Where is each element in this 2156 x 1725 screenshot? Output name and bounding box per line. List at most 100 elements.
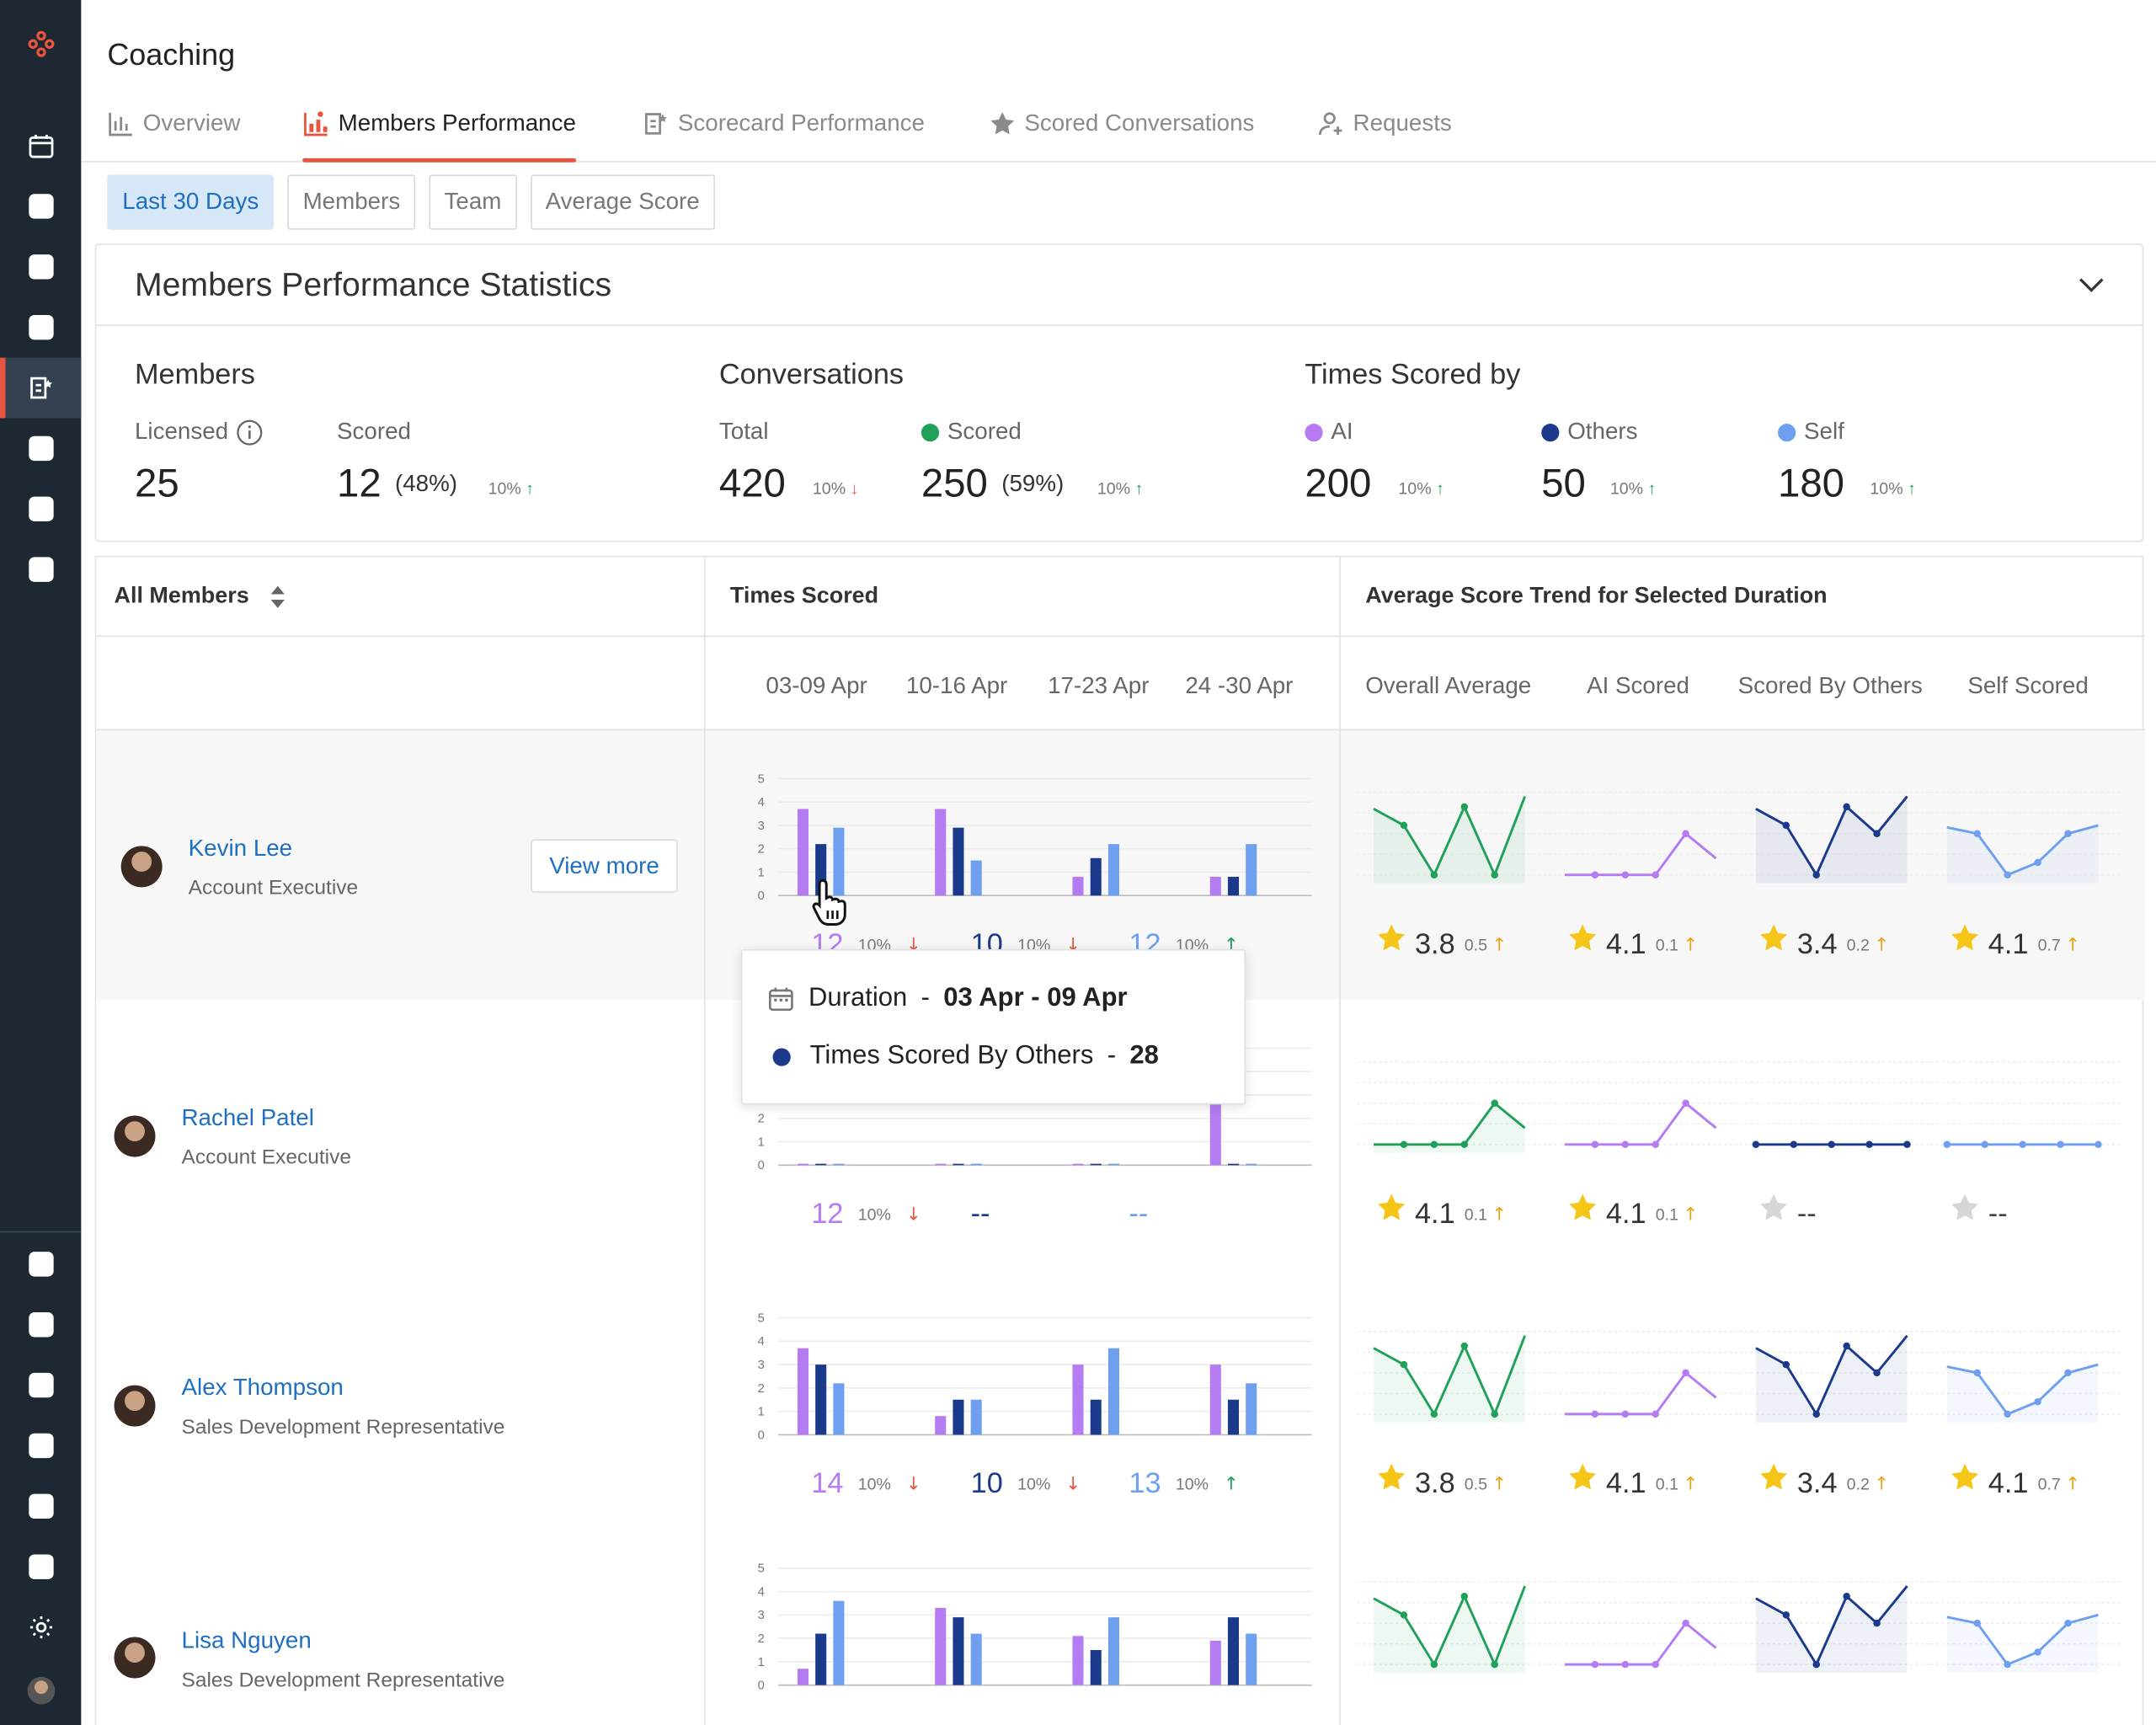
bar <box>833 1383 845 1435</box>
bar <box>1227 876 1240 896</box>
bar <box>815 1633 827 1685</box>
y-tick-label: 0 <box>758 889 765 903</box>
bar <box>1107 1617 1119 1685</box>
y-tick-label: 3 <box>758 1609 765 1622</box>
arrow-up-icon: ↑ <box>1874 935 1889 956</box>
trend-point <box>1682 1369 1689 1377</box>
bar <box>1072 876 1084 896</box>
ai-label: AI <box>1305 418 1353 446</box>
bar <box>1209 1365 1221 1435</box>
trend-point <box>1460 803 1469 811</box>
trend-col-label: Overall Average <box>1365 672 1532 699</box>
calendar-icon <box>768 987 793 1012</box>
member-name-link[interactable]: Alex Thompson <box>181 1374 344 1401</box>
trend-line <box>1564 831 1717 877</box>
bar <box>1227 1163 1240 1166</box>
star-icon <box>1569 1463 1597 1490</box>
trend-point <box>1621 1410 1630 1418</box>
stats-header[interactable]: Members Performance Statistics <box>96 245 2143 327</box>
arrow-down-icon: ↓ <box>906 1204 921 1226</box>
member-name-link[interactable]: Lisa Nguyen <box>181 1627 312 1654</box>
logo-icon[interactable] <box>26 29 55 57</box>
others-dot-icon <box>1541 423 1560 441</box>
self-value: 180 <box>1778 462 1845 507</box>
trend-point <box>1491 1660 1498 1669</box>
coaching-icon[interactable] <box>26 373 55 402</box>
sidebar-active-item[interactable] <box>0 357 82 419</box>
nav-item-icon[interactable] <box>26 433 55 462</box>
nav-item-icon[interactable] <box>26 1310 55 1338</box>
row-divider <box>96 729 2145 731</box>
avatar <box>114 1385 156 1427</box>
settings-icon[interactable] <box>26 1612 55 1641</box>
nav-item-icon[interactable] <box>26 191 55 220</box>
tab-bar: Overview Members Performance Scorecard P… <box>81 99 2156 163</box>
member-role: Sales Development Representative <box>181 1669 505 1692</box>
nav-item-icon[interactable] <box>26 1430 55 1459</box>
bar <box>1246 844 1257 896</box>
nav-item-icon[interactable] <box>26 554 55 583</box>
trend-point <box>2064 830 2072 837</box>
bar <box>815 1365 827 1435</box>
average-score: 3.8 <box>1415 928 1455 960</box>
nav-item-icon[interactable] <box>26 494 55 522</box>
bar <box>1072 1636 1084 1685</box>
trend-point <box>1430 1660 1438 1669</box>
trend-point <box>1790 1140 1798 1149</box>
y-tick-label: 5 <box>758 1562 765 1576</box>
chevron-down-icon[interactable] <box>2076 270 2106 300</box>
average-score: 3.8 <box>1415 1467 1455 1499</box>
bar <box>1107 844 1119 896</box>
nav-item-icon[interactable] <box>26 312 55 341</box>
trend-header: Average Score Trend for Selected Duratio… <box>1365 583 1828 608</box>
y-tick-label: 5 <box>758 1311 765 1325</box>
info-icon[interactable] <box>237 419 263 445</box>
tab-scorecard-performance[interactable]: Scorecard Performance <box>642 110 925 163</box>
view-more-button[interactable]: View more <box>531 839 678 893</box>
tab-overview[interactable]: Overview <box>107 110 240 163</box>
bar <box>1227 1617 1240 1685</box>
score-delta: 0.2 <box>1847 937 1870 955</box>
times-scored-header: Times Scored <box>729 583 879 608</box>
tab-scored-conversations[interactable]: Scored Conversations <box>989 110 1254 163</box>
star-icon <box>1951 1194 1979 1220</box>
hand-cursor-icon <box>812 879 846 926</box>
trend-point <box>1621 871 1630 879</box>
bar <box>797 809 808 896</box>
trend-area <box>1755 1586 1908 1673</box>
bar <box>1209 876 1221 896</box>
trend-point <box>1973 1369 1981 1377</box>
score-delta: 0.2 <box>1847 1476 1870 1494</box>
bar <box>935 1416 947 1435</box>
average-score: 4.1 <box>1606 1198 1646 1230</box>
filter-last-30-days[interactable]: Last 30 Days <box>107 174 275 230</box>
arrow-up-icon: ↑ <box>1683 1474 1698 1495</box>
filter-average-score[interactable]: Average Score <box>530 174 715 230</box>
star-icon <box>1378 1463 1406 1490</box>
nav-item-icon[interactable] <box>26 1370 55 1399</box>
filter-members[interactable]: Members <box>287 174 416 230</box>
trend-line <box>1946 824 2099 877</box>
nav-item-icon[interactable] <box>26 1249 55 1278</box>
nav-item-icon[interactable] <box>26 1491 55 1519</box>
column-divider <box>703 557 706 1725</box>
tab-requests[interactable]: Requests <box>1317 110 1452 163</box>
calendar-icon[interactable] <box>26 131 55 159</box>
nav-item-icon[interactable] <box>26 252 55 280</box>
bar <box>953 1163 964 1166</box>
bar-chart-icon <box>109 112 132 136</box>
user-avatar[interactable] <box>26 1675 55 1704</box>
ai-value: 200 <box>1305 462 1372 507</box>
star-icon <box>1569 1194 1597 1220</box>
member-name-link[interactable]: Kevin Lee <box>188 835 293 862</box>
nav-item-icon[interactable] <box>26 1551 55 1580</box>
sort-icon[interactable] <box>269 584 288 608</box>
tab-members-performance[interactable]: Members Performance <box>302 110 576 163</box>
member-name-link[interactable]: Rachel Patel <box>181 1104 314 1131</box>
trend-point <box>1400 1140 1408 1149</box>
avatar <box>120 846 163 888</box>
filter-team[interactable]: Team <box>429 174 517 230</box>
all-members-header[interactable]: All Members <box>115 583 288 609</box>
self-delta: 10% ↑ <box>1870 478 1916 499</box>
